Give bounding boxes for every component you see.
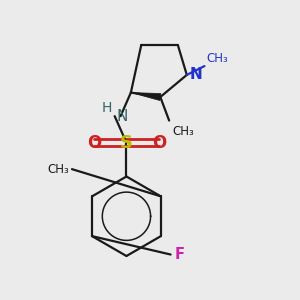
Text: H: H [101,101,112,115]
Text: CH₃: CH₃ [172,125,194,138]
Text: CH₃: CH₃ [206,52,228,64]
Text: F: F [175,247,185,262]
Text: O: O [87,134,101,152]
Text: N: N [190,68,203,82]
Polygon shape [131,93,161,101]
Text: N: N [116,109,128,124]
Text: O: O [152,134,166,152]
Text: CH₃: CH₃ [47,163,69,176]
Text: S: S [120,134,133,152]
